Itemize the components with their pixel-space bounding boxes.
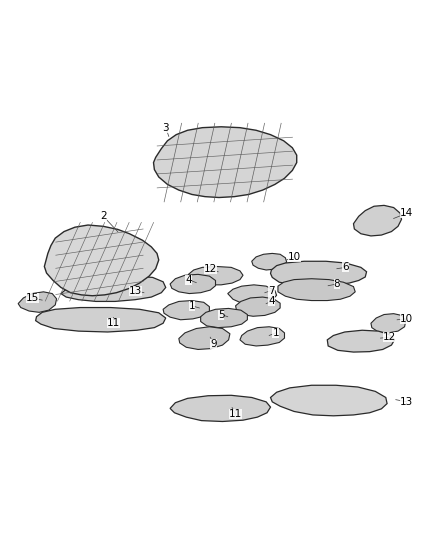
Polygon shape bbox=[170, 274, 215, 294]
Polygon shape bbox=[35, 308, 166, 332]
Text: 4: 4 bbox=[185, 274, 192, 285]
Polygon shape bbox=[44, 225, 159, 296]
Polygon shape bbox=[327, 330, 395, 352]
Polygon shape bbox=[61, 276, 166, 302]
Text: 3: 3 bbox=[162, 123, 169, 133]
Text: 11: 11 bbox=[107, 318, 120, 328]
Text: 6: 6 bbox=[343, 262, 349, 272]
Text: 12: 12 bbox=[204, 264, 217, 273]
Polygon shape bbox=[278, 279, 355, 301]
Text: 1: 1 bbox=[272, 328, 279, 338]
Polygon shape bbox=[353, 205, 402, 236]
Polygon shape bbox=[371, 313, 406, 333]
Polygon shape bbox=[170, 395, 271, 422]
Text: 13: 13 bbox=[128, 286, 142, 295]
Text: 10: 10 bbox=[400, 314, 413, 324]
Text: 5: 5 bbox=[218, 310, 225, 319]
Text: 4: 4 bbox=[268, 296, 275, 306]
Text: 12: 12 bbox=[383, 332, 396, 342]
Polygon shape bbox=[163, 301, 209, 320]
Text: 14: 14 bbox=[400, 208, 413, 218]
Text: 15: 15 bbox=[25, 293, 39, 303]
Polygon shape bbox=[252, 253, 287, 270]
Text: 1: 1 bbox=[189, 301, 195, 311]
Polygon shape bbox=[18, 292, 57, 312]
Polygon shape bbox=[188, 266, 243, 285]
Text: 11: 11 bbox=[229, 409, 242, 419]
Text: 7: 7 bbox=[268, 286, 275, 295]
Polygon shape bbox=[236, 297, 280, 316]
Text: 2: 2 bbox=[100, 211, 106, 221]
Polygon shape bbox=[201, 309, 247, 328]
Text: 8: 8 bbox=[334, 279, 340, 289]
Text: 9: 9 bbox=[210, 339, 217, 349]
Polygon shape bbox=[240, 327, 285, 346]
Text: 13: 13 bbox=[400, 397, 413, 407]
Polygon shape bbox=[179, 327, 230, 350]
Polygon shape bbox=[271, 385, 387, 416]
Text: 10: 10 bbox=[287, 252, 300, 262]
Polygon shape bbox=[153, 127, 297, 198]
Polygon shape bbox=[228, 285, 277, 304]
Polygon shape bbox=[271, 261, 367, 286]
